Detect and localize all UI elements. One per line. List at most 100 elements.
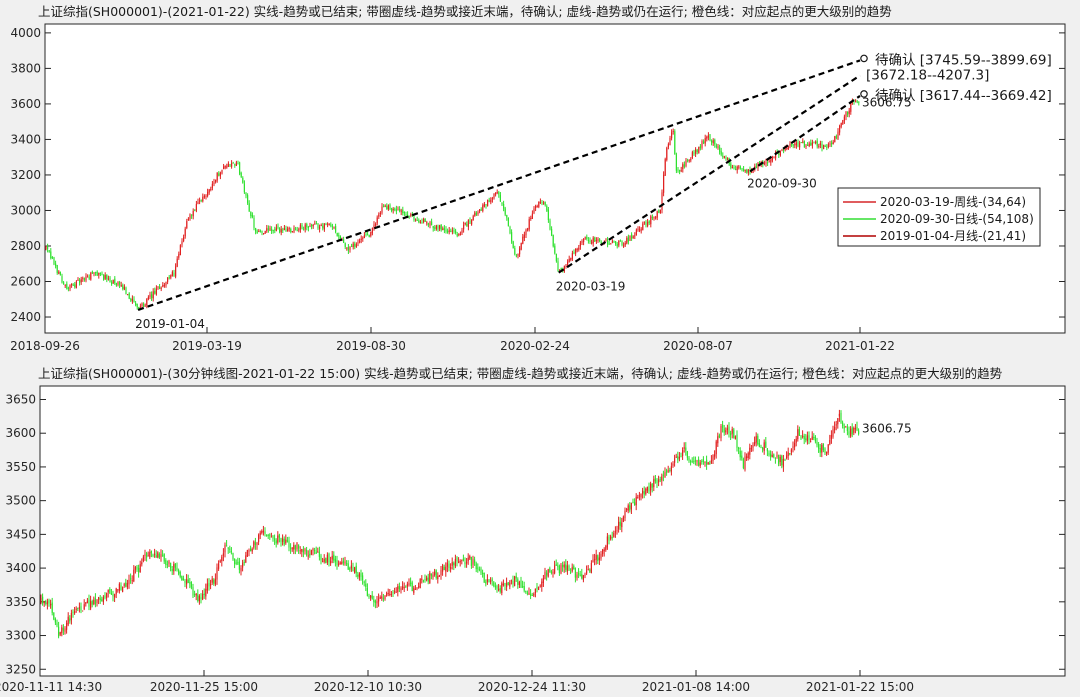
candle-up: [843, 116, 845, 121]
candle-up: [699, 462, 701, 466]
candle-up: [263, 233, 265, 235]
candle-up: [219, 172, 221, 177]
candle-down: [63, 282, 65, 285]
candle-down: [130, 578, 132, 580]
candle-up: [637, 228, 639, 231]
trend-line-dashed: [558, 74, 861, 274]
candle-up: [258, 230, 260, 232]
candle-down: [615, 241, 617, 245]
candle-down: [416, 219, 418, 221]
candle-down: [74, 284, 76, 287]
candle-down: [767, 162, 769, 164]
candle-down: [306, 550, 308, 555]
candle-down: [725, 157, 727, 160]
candle-up: [483, 204, 485, 207]
candle-down: [200, 199, 202, 201]
candle-up: [86, 600, 88, 603]
candle-down: [445, 229, 447, 232]
candle-down: [165, 560, 167, 565]
candle-up: [211, 183, 213, 188]
candle-up: [397, 209, 399, 211]
candle-down: [58, 626, 60, 637]
candle-up: [451, 230, 453, 232]
candle-up: [442, 565, 444, 572]
candle-up: [379, 596, 381, 599]
candle-down: [488, 579, 490, 583]
candle-down: [437, 225, 439, 230]
candle-up: [371, 228, 373, 233]
candle-down: [526, 592, 528, 594]
candle-down: [504, 583, 506, 586]
candle-up: [675, 456, 677, 458]
candle-up: [149, 294, 151, 298]
candle-up: [312, 224, 314, 227]
candle-up: [622, 516, 624, 523]
candle-up: [323, 223, 325, 230]
candle-up: [495, 192, 497, 195]
candle-down: [55, 263, 57, 266]
candle-up: [464, 222, 466, 225]
candle-down: [278, 534, 280, 538]
candle-down: [227, 547, 229, 549]
candle-up: [786, 455, 788, 459]
candle-down: [365, 234, 367, 236]
candle-up: [603, 549, 605, 552]
candle-up: [826, 451, 828, 454]
candle-up: [392, 209, 394, 211]
candle-up: [376, 601, 378, 604]
candle-down: [581, 574, 583, 579]
candle-up: [554, 565, 556, 574]
candle-down: [453, 562, 455, 565]
candle-up: [750, 448, 752, 450]
candle-down: [399, 208, 401, 212]
x-tick-label: 2021-01-22: [825, 339, 895, 353]
candle-down: [48, 600, 50, 604]
candle-up: [787, 147, 789, 150]
candle-up: [346, 247, 348, 249]
candle-up: [563, 564, 565, 568]
candle-down: [443, 566, 445, 571]
candle-down: [762, 447, 764, 450]
candle-up: [147, 297, 149, 299]
candle-up: [792, 446, 794, 448]
candle-up: [206, 583, 208, 591]
candle-up: [838, 413, 840, 417]
candle-down: [190, 582, 192, 588]
candle-up: [582, 575, 584, 580]
candle-down: [757, 435, 759, 445]
candle-down: [826, 146, 828, 148]
candle-down: [111, 282, 113, 285]
candle-down: [619, 240, 621, 242]
candle-up: [115, 588, 117, 595]
candle-down: [847, 111, 849, 115]
candle-up: [714, 454, 716, 457]
candle-up: [635, 496, 637, 506]
candle-up: [157, 552, 159, 558]
candle-down: [239, 162, 241, 174]
candle-down: [272, 229, 274, 231]
candle-down: [342, 560, 344, 564]
candle-down: [691, 460, 693, 462]
candle-up: [141, 562, 143, 565]
candle-up: [299, 550, 301, 552]
candle-down: [656, 479, 658, 483]
candle-down: [506, 214, 508, 218]
candle-up: [330, 560, 332, 564]
candle-up: [487, 199, 489, 206]
y-tick-label: 3300: [5, 629, 36, 643]
candle-up: [543, 202, 545, 204]
candle-up: [282, 538, 284, 542]
candle-down: [427, 577, 429, 582]
candle-up: [720, 425, 722, 439]
candle-up: [837, 418, 839, 425]
candle-up: [186, 221, 188, 229]
candle-down: [136, 566, 138, 570]
candle-up: [285, 539, 287, 544]
candle-up: [704, 138, 706, 144]
candle-up: [671, 132, 673, 139]
candle-down: [547, 209, 549, 221]
y-tick-label: 3250: [5, 662, 36, 676]
candle-down: [840, 412, 842, 423]
candle-up: [467, 557, 469, 562]
